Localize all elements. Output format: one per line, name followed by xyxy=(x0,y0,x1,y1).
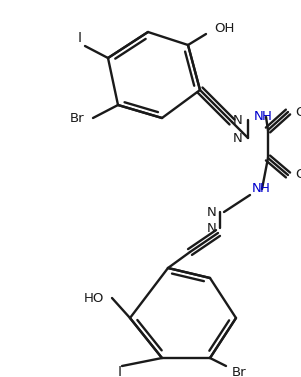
Text: N: N xyxy=(206,222,216,234)
Text: N: N xyxy=(252,182,262,196)
Text: O: O xyxy=(295,106,301,118)
Text: H: H xyxy=(260,182,270,196)
Text: Br: Br xyxy=(69,112,84,124)
Text: I: I xyxy=(118,365,122,377)
Text: N: N xyxy=(233,132,243,144)
Text: Br: Br xyxy=(232,365,247,377)
Text: HO: HO xyxy=(84,291,104,305)
Text: N: N xyxy=(233,113,243,127)
Text: N: N xyxy=(206,205,216,219)
Text: I: I xyxy=(78,31,82,45)
Text: OH: OH xyxy=(214,21,234,35)
Text: O: O xyxy=(295,169,301,181)
Text: H: H xyxy=(262,110,272,124)
Text: N: N xyxy=(254,110,264,124)
